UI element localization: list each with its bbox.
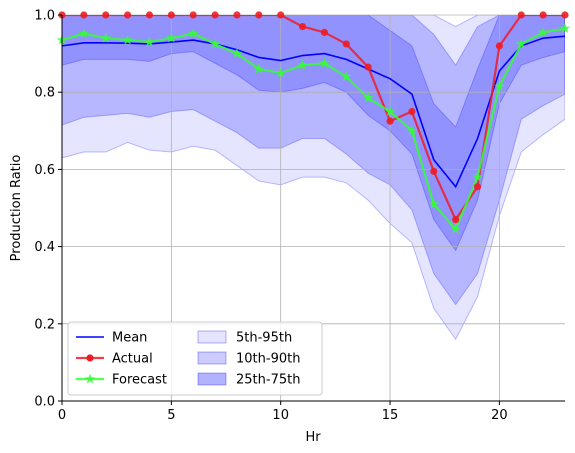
series-actual-point bbox=[517, 11, 525, 19]
series-mean-line bbox=[62, 35, 565, 189]
y-tick-label: 0.6 bbox=[34, 163, 55, 178]
legend-box bbox=[67, 321, 323, 396]
legend-label-10th-90th: 10th-90th bbox=[236, 352, 300, 367]
series-actual-point bbox=[430, 167, 438, 175]
series-actual-point bbox=[233, 11, 241, 19]
series-forecast-point bbox=[253, 63, 265, 74]
bands-layer bbox=[62, 15, 565, 341]
legend-label-forecast: Forecast bbox=[112, 373, 167, 388]
series-actual-point bbox=[189, 11, 197, 19]
y-tick-label: 0.4 bbox=[34, 240, 55, 255]
series-forecast-point bbox=[428, 198, 440, 209]
series-forecast-point bbox=[144, 36, 155, 47]
series-forecast-point bbox=[166, 32, 177, 43]
legend-swatch-5th-95th bbox=[197, 330, 227, 344]
ticks-layer: 0 5 10 15 20 0.0 0.2 0.4 0.6 0.8 1.0 bbox=[34, 9, 507, 424]
series-forecast-point bbox=[537, 26, 549, 37]
series-actual-point bbox=[364, 63, 372, 71]
legend: Mean Actual Forecast 5th-95th 10th-90th 25th-… bbox=[67, 321, 323, 396]
legend-label-mean: Mean bbox=[112, 331, 147, 346]
series-forecast-point bbox=[406, 125, 418, 136]
y-axis-label: Production Ratio bbox=[9, 155, 24, 262]
series-actual-point bbox=[102, 11, 110, 19]
legend-swatch-10th-90th bbox=[197, 351, 227, 365]
series-forecast-point bbox=[209, 38, 221, 49]
y-tick-label: 0.0 bbox=[34, 395, 55, 410]
band-10th-90th bbox=[62, 15, 565, 306]
legend-label-5th-95th: 5th-95th bbox=[236, 331, 292, 346]
series-actual-point bbox=[320, 28, 329, 36]
series-actual-point bbox=[452, 215, 460, 224]
series-actual-point bbox=[80, 11, 88, 19]
x-tick-label: 0 bbox=[58, 408, 66, 423]
series-forecast-point bbox=[275, 67, 286, 78]
series-forecast-point bbox=[450, 223, 461, 234]
series-forecast-point bbox=[516, 38, 527, 49]
axes-layer bbox=[61, 15, 565, 402]
legend-swatch-25th-75th bbox=[197, 372, 227, 386]
series-forecast-point bbox=[319, 57, 330, 68]
series-forecast-point bbox=[122, 34, 133, 45]
series-forecast-point bbox=[297, 59, 308, 70]
series-forecast-point bbox=[231, 48, 243, 59]
band-5th-95th bbox=[62, 15, 565, 341]
series-actual-point bbox=[473, 183, 482, 191]
series-actual-point bbox=[277, 11, 285, 19]
legend-label-actual: Actual bbox=[112, 352, 153, 367]
series-forecast-point bbox=[559, 23, 571, 33]
series-actual-point bbox=[495, 42, 503, 50]
series-layer bbox=[62, 15, 565, 232]
y-tick-label: 1.0 bbox=[34, 9, 55, 24]
x-tick-label: 10 bbox=[272, 408, 289, 423]
series-forecast-point bbox=[187, 28, 199, 38]
series-actual-point bbox=[255, 11, 263, 19]
x-tick-label: 20 bbox=[491, 408, 508, 423]
series-actual-point bbox=[342, 40, 350, 48]
x-tick-label: 5 bbox=[167, 408, 175, 423]
series-actual-point bbox=[211, 11, 219, 19]
series-actual-point bbox=[408, 107, 416, 116]
x-tick-label: 15 bbox=[382, 408, 399, 423]
series-forecast-point bbox=[384, 106, 396, 116]
series-forecast-point bbox=[100, 32, 111, 43]
series-forecast-point bbox=[362, 92, 374, 103]
series-forecast-point bbox=[78, 28, 90, 38]
y-tick-label: 0.2 bbox=[34, 317, 55, 332]
y-tick-label: 0.8 bbox=[34, 86, 55, 101]
series-actual-point bbox=[298, 22, 307, 31]
legend-marker-forecast bbox=[84, 373, 96, 384]
series-actual-point bbox=[167, 11, 175, 19]
series-actual-point bbox=[561, 11, 569, 19]
series-actual-point bbox=[539, 11, 547, 19]
series-forecast-point bbox=[494, 80, 505, 91]
series-forecast-point bbox=[341, 71, 352, 82]
series-actual-point bbox=[124, 11, 132, 19]
series-actual-point bbox=[386, 117, 394, 125]
markers-layer bbox=[56, 11, 571, 234]
series-actual-point bbox=[145, 11, 154, 19]
series-forecast-line bbox=[62, 27, 565, 232]
band-25th-75th bbox=[62, 15, 565, 252]
series-forecast-point bbox=[472, 171, 483, 182]
legend-label-25th-75th: 25th-75th bbox=[236, 373, 300, 388]
legend-marker-actual bbox=[86, 354, 94, 362]
x-axis-label: Hr bbox=[305, 430, 321, 445]
